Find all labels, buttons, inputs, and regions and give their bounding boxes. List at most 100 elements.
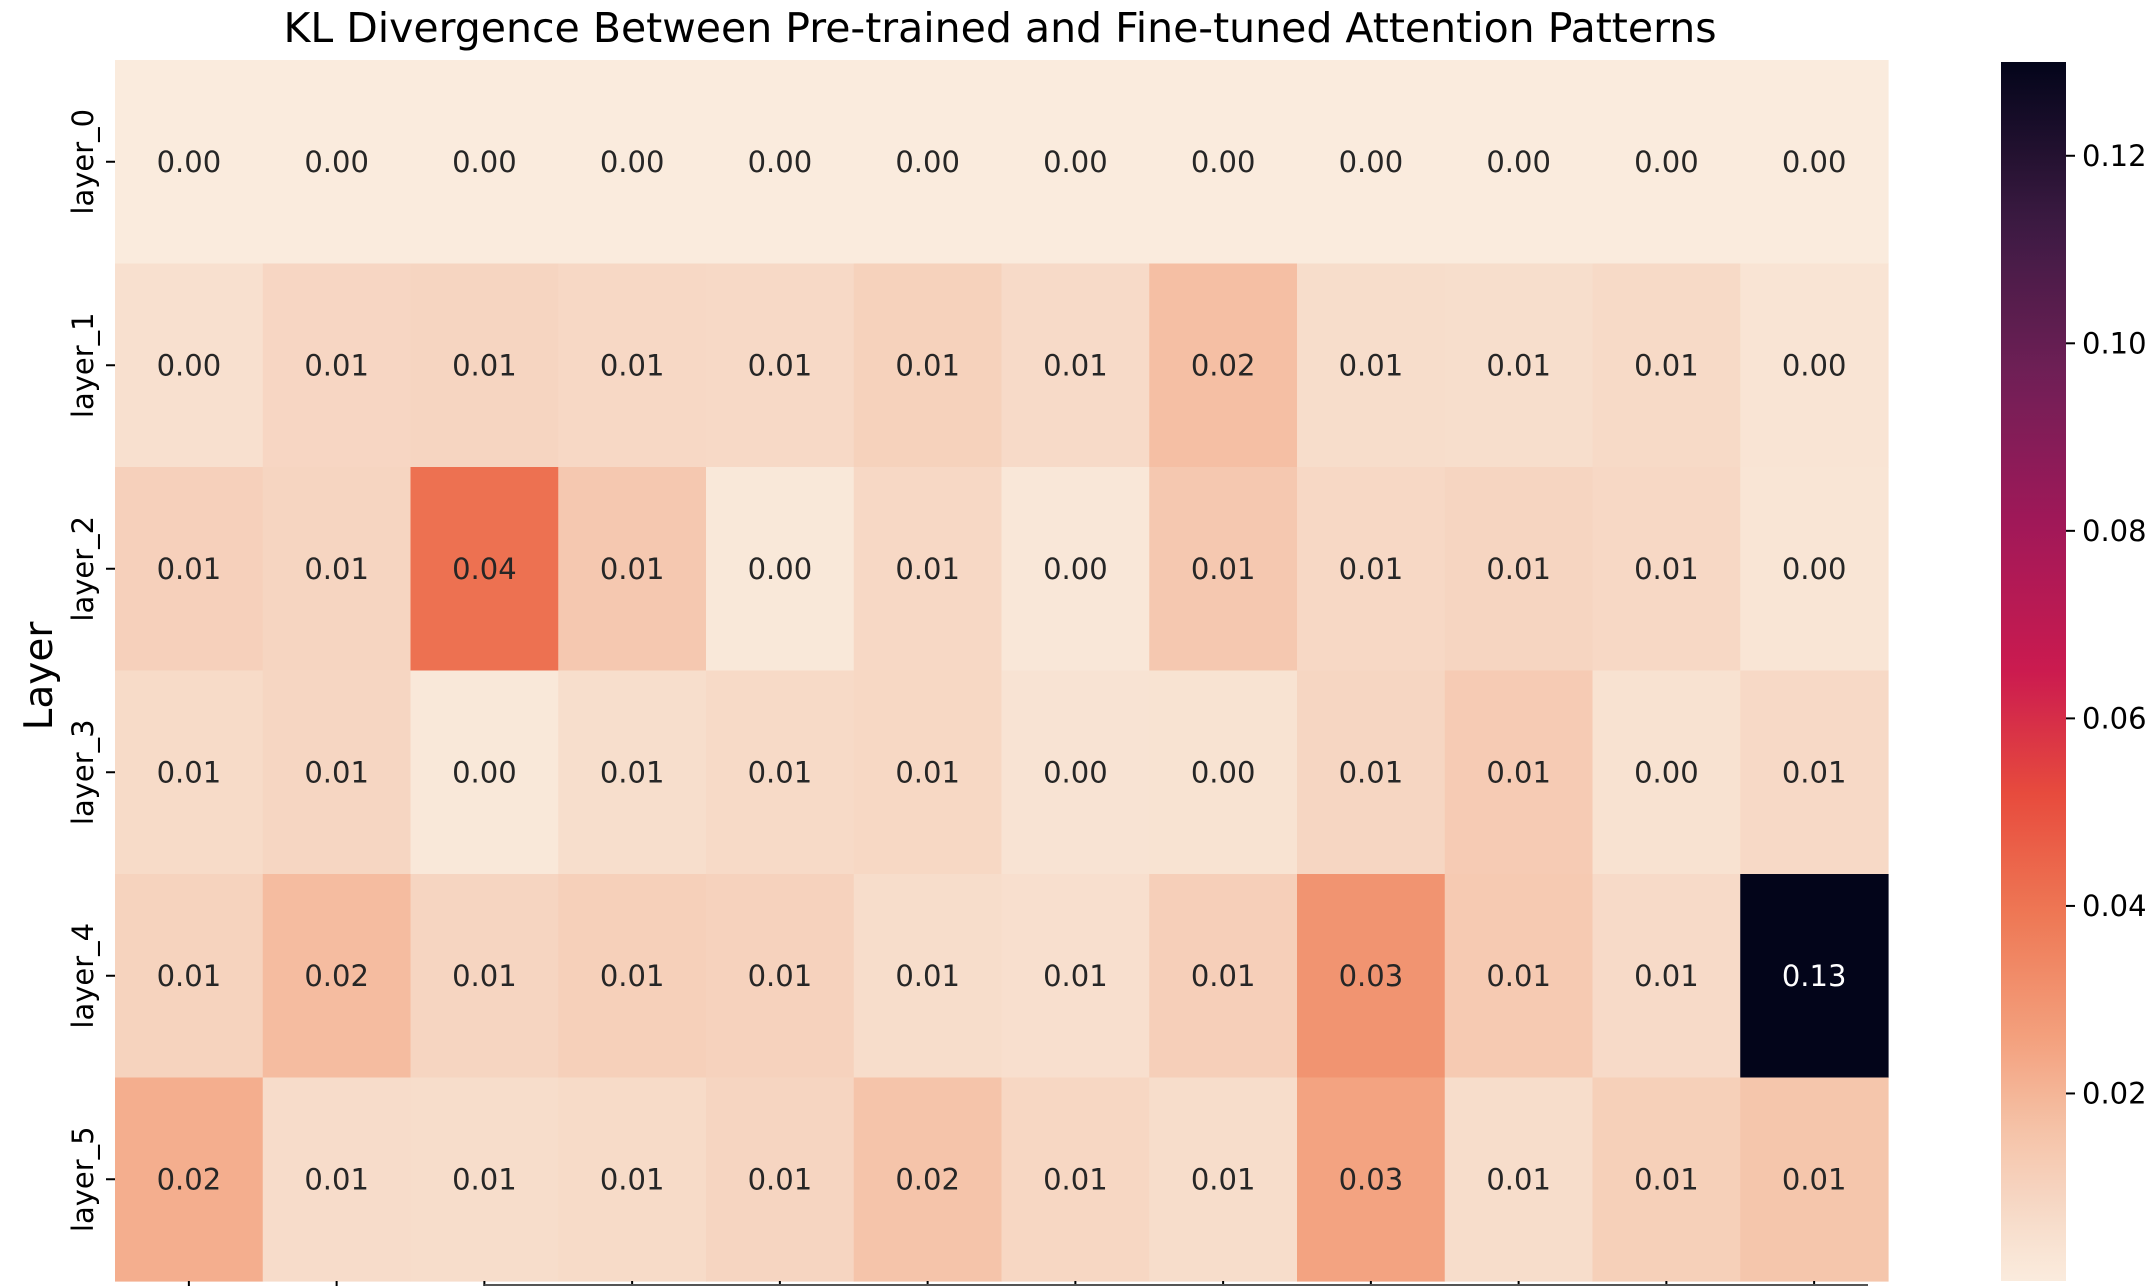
heatmap-cell-0-0 xyxy=(115,60,264,265)
heatmap-cell-4-7 xyxy=(1149,874,1298,1079)
heatmap-cell-0-10 xyxy=(1592,60,1741,265)
cell-value-label: 0.01 xyxy=(1043,959,1108,993)
heatmap-cell-1-7 xyxy=(1149,263,1298,468)
cell-value-label: 0.01 xyxy=(1782,1162,1847,1196)
heatmap-cell-2-10 xyxy=(1592,467,1741,672)
heatmap-cell-4-5 xyxy=(853,874,1003,1079)
heatmap-cell-1-1 xyxy=(262,263,412,468)
cell-value-label: 0.02 xyxy=(895,1162,960,1196)
cell-value-label: 0.01 xyxy=(600,552,665,586)
heatmap-cell-0-9 xyxy=(1444,60,1594,265)
heatmap-cell-4-2 xyxy=(410,874,559,1079)
heatmap-cell-2-0 xyxy=(115,467,264,672)
cell-value-label: 0.00 xyxy=(1043,145,1108,179)
cell-value-label: 0.00 xyxy=(1043,552,1108,586)
cell-value-label: 0.01 xyxy=(1043,1162,1108,1196)
heatmap-cell-1-2 xyxy=(410,263,559,468)
cell-value-label: 0.01 xyxy=(600,1162,665,1196)
heatmap-cell-5-2 xyxy=(410,1077,559,1282)
heatmap-cell-4-9 xyxy=(1444,874,1594,1079)
cell-value-label: 0.01 xyxy=(304,348,369,382)
cell-value-label: 0.00 xyxy=(895,145,960,179)
colorbar-tick-label: 0.02 xyxy=(2082,1076,2146,1110)
cell-value-label: 0.01 xyxy=(895,755,960,789)
y-tick-label: layer_5 xyxy=(66,1126,100,1232)
x-axis xyxy=(187,1281,1868,1286)
cell-value-label: 0.01 xyxy=(452,959,517,993)
cell-value-label: 0.00 xyxy=(157,348,222,382)
cell-value-label: 0.01 xyxy=(1634,348,1699,382)
heatmap-cell-5-1 xyxy=(262,1077,412,1282)
heatmap-cell-5-11 xyxy=(1740,1077,1889,1282)
heatmap-cell-1-6 xyxy=(1001,263,1150,468)
heatmap-cell-4-8 xyxy=(1297,874,1446,1079)
cell-value-label: 0.00 xyxy=(304,145,369,179)
heatmap-cell-1-11 xyxy=(1740,263,1889,468)
heatmap-cell-5-7 xyxy=(1149,1077,1298,1282)
heatmap-cells xyxy=(115,60,1889,1282)
cell-value-label: 0.00 xyxy=(452,755,517,789)
cell-value-label: 0.01 xyxy=(452,1162,517,1196)
heatmap-cell-2-4 xyxy=(706,467,855,672)
heatmap-cell-5-6 xyxy=(1001,1077,1150,1282)
cell-value-label: 0.01 xyxy=(1191,959,1256,993)
cell-value-label: 0.13 xyxy=(1782,959,1847,993)
cell-value-label: 0.00 xyxy=(1782,145,1847,179)
heatmap-cell-5-5 xyxy=(853,1077,1003,1282)
cell-value-label: 0.00 xyxy=(1191,755,1256,789)
heatmap-cell-1-0 xyxy=(115,263,264,468)
y-axis-label: Layer xyxy=(17,621,62,731)
colorbar-tick-label: 0.04 xyxy=(2082,889,2146,923)
cell-value-label: 0.00 xyxy=(748,145,813,179)
cell-value-label: 0.01 xyxy=(1486,755,1551,789)
heatmap-cell-5-0 xyxy=(115,1077,264,1282)
heatmap-cell-0-8 xyxy=(1297,60,1446,265)
heatmap-cell-4-10 xyxy=(1592,874,1741,1079)
heatmap-cell-0-4 xyxy=(706,60,855,265)
heatmap-cell-4-1 xyxy=(262,874,412,1079)
colorbar: 0.02 0.04 0.06 0.08 0.10 0.12 xyxy=(2001,62,2146,1281)
heatmap-cell-5-9 xyxy=(1444,1077,1594,1282)
cell-value-label: 0.01 xyxy=(1486,959,1551,993)
cell-value-label: 0.01 xyxy=(748,348,813,382)
cell-value-label: 0.00 xyxy=(1339,145,1404,179)
cell-value-label: 0.02 xyxy=(157,1162,222,1196)
cell-value-label: 0.00 xyxy=(1043,755,1108,789)
y-tick-label: layer_2 xyxy=(66,516,100,622)
cell-value-label: 0.01 xyxy=(1191,552,1256,586)
heatmap-cell-3-3 xyxy=(558,670,707,875)
heatmap-cell-0-2 xyxy=(410,60,559,265)
cell-value-label: 0.01 xyxy=(895,348,960,382)
cell-value-label: 0.01 xyxy=(1043,348,1108,382)
colorbar-tick-label: 0.10 xyxy=(2082,326,2146,360)
cell-value-label: 0.00 xyxy=(1486,145,1551,179)
cell-value-label: 0.01 xyxy=(748,1162,813,1196)
heatmap-cell-3-10 xyxy=(1592,670,1741,875)
heatmap-cell-4-6 xyxy=(1001,874,1150,1079)
cell-value-label: 0.01 xyxy=(304,1162,369,1196)
colorbar-tick-label: 0.12 xyxy=(2082,139,2146,173)
cell-value-label: 0.02 xyxy=(304,959,369,993)
cell-value-label: 0.03 xyxy=(1339,1162,1404,1196)
cell-value-label: 0.00 xyxy=(157,145,222,179)
heatmap-cell-2-5 xyxy=(853,467,1003,672)
cell-value-label: 0.01 xyxy=(1191,1162,1256,1196)
heatmap-cell-2-3 xyxy=(558,467,707,672)
heatmap-cell-2-7 xyxy=(1149,467,1298,672)
cell-value-label: 0.01 xyxy=(304,755,369,789)
heatmap-cell-3-4 xyxy=(706,670,855,875)
y-tick-label: layer_0 xyxy=(66,109,100,215)
heatmap-cell-1-4 xyxy=(706,263,855,468)
heatmap-cell-4-4 xyxy=(706,874,855,1079)
heatmap-cell-3-0 xyxy=(115,670,264,875)
heatmap-cell-3-6 xyxy=(1001,670,1150,875)
heatmap-cell-2-2 xyxy=(410,467,559,672)
cell-value-label: 0.01 xyxy=(1486,552,1551,586)
y-tick-label: layer_4 xyxy=(66,923,100,1029)
heatmap-cell-3-7 xyxy=(1149,670,1298,875)
colorbar-tick-label: 0.06 xyxy=(2082,701,2146,735)
cell-value-label: 0.04 xyxy=(452,552,517,586)
cell-value-label: 0.01 xyxy=(600,959,665,993)
heatmap-cell-0-7 xyxy=(1149,60,1298,265)
heatmap-cell-3-1 xyxy=(262,670,412,875)
